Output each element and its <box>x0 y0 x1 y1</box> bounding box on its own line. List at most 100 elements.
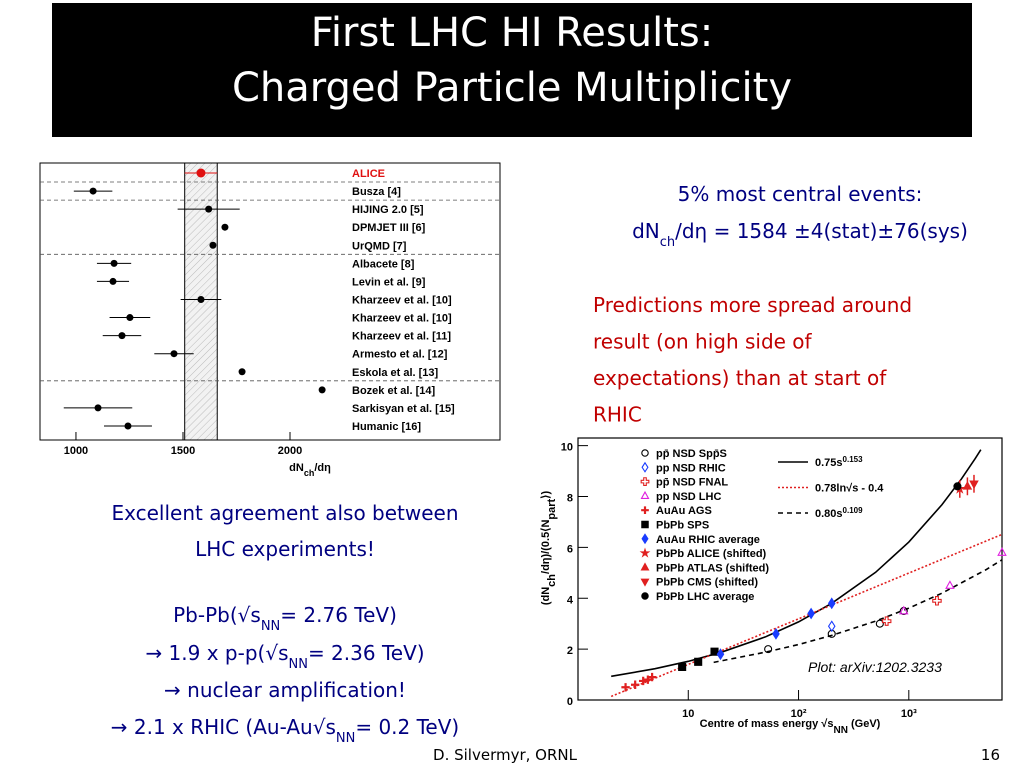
legend-marker <box>640 477 650 486</box>
data-point <box>318 386 326 394</box>
data-point <box>875 619 884 628</box>
agreement-text-part: → 1.9 x p-p(√s <box>145 641 288 665</box>
category-label: Eskola et al. [13] <box>352 367 439 379</box>
agreement-text: Pb-Pb(√sNN= 2.76 TeV) <box>173 603 397 634</box>
central-text-part: ch <box>660 235 675 250</box>
title-box <box>52 3 972 137</box>
footer-author: D. Silvermyr, ORNL <box>433 746 578 764</box>
data-point <box>196 168 206 178</box>
data-point <box>118 332 126 340</box>
y-tick-label: 4 <box>567 594 574 606</box>
category-label: HIJING 2.0 [5] <box>352 204 424 216</box>
legend-label: AuAu RHIC average <box>656 534 760 546</box>
data-point <box>638 676 648 686</box>
agreement-text-part: = 2.76 TeV) <box>280 603 397 627</box>
agreement-text-part: → 2.1 x RHIC (Au-Au√s <box>111 715 336 739</box>
x-tick-label: 10² <box>791 708 807 720</box>
y-axis-label-part: /dη)/(0.5⟨N <box>540 520 552 574</box>
central-text-part: /dη = 1584 ±4(stat)±76(sys) <box>675 219 968 243</box>
legend-marker <box>640 578 650 587</box>
x-axis-label-part: dN <box>289 462 304 474</box>
legend-label: pp̄ NSD FNAL <box>656 477 728 489</box>
legend-label: pp̄ NSD Spp̄S <box>656 448 727 460</box>
legend-marker <box>641 449 649 457</box>
data-point <box>772 627 780 640</box>
data-point <box>209 241 217 249</box>
x-axis-label-part: NN <box>833 725 847 736</box>
legend-label-part: 0.153 <box>843 455 864 464</box>
data-point <box>678 662 687 671</box>
legend-marker <box>639 547 651 558</box>
central-text-part: dN <box>632 219 660 243</box>
data-point <box>716 648 725 661</box>
legend-label-part: 0.75s <box>815 457 843 469</box>
category-label: UrQMD [7] <box>352 240 407 252</box>
x-axis-label-part: Centre of mass energy √s <box>700 718 834 730</box>
y-axis-label-part: part <box>546 498 558 519</box>
legend-label: PbPb ALICE (shifted) <box>656 548 767 560</box>
x-axis-label-part: ch <box>304 468 315 478</box>
data-point <box>694 657 703 666</box>
data-point <box>621 683 630 692</box>
legend-label: AuAu AGS <box>656 505 712 517</box>
category-label: Armesto et al. [12] <box>352 349 448 361</box>
prediction-text: Predictions more spread around <box>593 293 912 317</box>
category-label: Kharzeev et al. [11] <box>352 331 451 343</box>
y-axis-label-part: (dN <box>540 587 552 605</box>
legend-label: 0.78ln√s - 0.4 <box>815 483 884 495</box>
data-point <box>94 404 102 412</box>
legend-label: PbPb LHC average <box>656 591 754 603</box>
category-label: Busza [4] <box>352 186 401 198</box>
data-point <box>630 680 640 689</box>
x-axis-label-part: (GeV) <box>848 718 881 730</box>
x-axis-label: Centre of mass energy √sNN (GeV) <box>700 718 881 736</box>
legend-label: pp NSD RHIC <box>656 462 726 474</box>
legend-label: PbPb SPS <box>656 520 709 532</box>
agreement-text-part: Excellent agreement also between <box>111 501 458 525</box>
data-point <box>827 597 836 610</box>
legend-marker <box>640 490 650 500</box>
category-label: Levin et al. [9] <box>352 276 426 288</box>
legend-label: 0.75s0.153 <box>815 455 863 470</box>
agreement-text-part: LHC experiments! <box>195 537 375 561</box>
y-tick-label: 0 <box>567 696 573 708</box>
annotation: Plot: arXiv:1202.3233 <box>808 659 942 675</box>
category-label: Bozek et al. [14] <box>352 385 435 397</box>
data-point <box>197 295 205 303</box>
category-label: Albacete [8] <box>352 258 415 270</box>
y-axis-label: (dNch/dη)/(0.5⟨Npart⟩) <box>540 491 558 606</box>
agreement-text: → 2.1 x RHIC (Au-Au√sNN= 0.2 TeV) <box>111 715 459 746</box>
data-point <box>647 672 657 682</box>
data-point <box>89 187 97 195</box>
legend-label: 0.80s0.109 <box>815 506 863 521</box>
category-label: Kharzeev et al. [10] <box>352 313 452 325</box>
data-point <box>807 607 815 620</box>
data-point <box>126 314 134 322</box>
central-text: dNch/dη = 1584 ±4(stat)±76(sys) <box>632 219 968 250</box>
annotation-box <box>798 652 1000 680</box>
legend-label-part: 0.109 <box>843 506 864 515</box>
legend-label: PbPb ATLAS (shifted) <box>656 562 769 574</box>
y-tick-label: 6 <box>567 543 573 555</box>
agreement-text-part: = 0.2 TeV) <box>355 715 459 739</box>
y-tick-label: 10 <box>561 442 573 454</box>
data-point <box>221 223 229 231</box>
agreement-text: Excellent agreement also between <box>111 501 458 525</box>
data-point <box>962 480 973 490</box>
legend-label-part: 0.78ln√s - 0.4 <box>815 483 884 495</box>
data-point <box>953 482 962 491</box>
title: Charged Particle Multiplicity <box>232 65 792 111</box>
x-axis-label: dNch/dη <box>289 462 331 478</box>
data-point <box>997 547 1007 556</box>
legend-label-part: 0.80s <box>815 508 843 520</box>
data-point <box>898 605 909 615</box>
x-tick-label: 10³ <box>901 708 917 720</box>
data-point <box>932 596 942 606</box>
data-point <box>945 580 955 589</box>
data-point <box>109 277 117 285</box>
y-axis-label-part: ⟩) <box>540 491 552 499</box>
agreement-text-part: = 2.36 TeV) <box>308 641 425 665</box>
x-tick-label: 1500 <box>171 445 195 457</box>
legend-marker <box>641 520 649 529</box>
